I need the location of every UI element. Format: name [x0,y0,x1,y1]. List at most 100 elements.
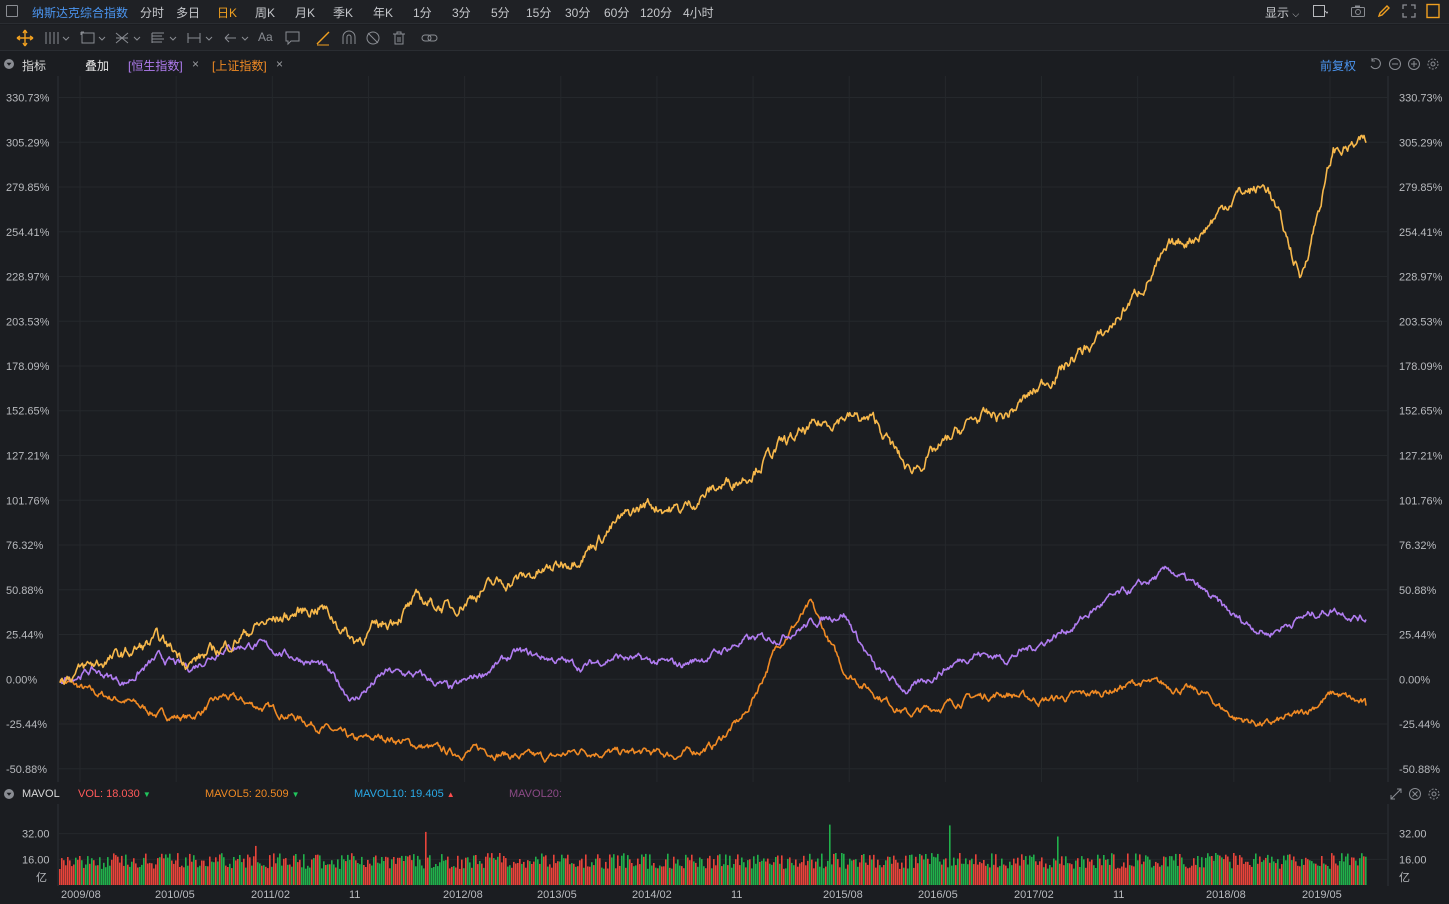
trend-line-icon[interactable] [114,29,144,47]
volume-bar [573,863,575,885]
volume-bar [887,856,889,885]
price-chart[interactable]: 330.73% 330.73% 305.29% 305.29% 279.85% 279.8… [0,76,1449,782]
close-panel-icon[interactable] [1408,787,1422,801]
volume-bar [483,867,485,885]
volume-bar [795,859,797,885]
layout-square-icon[interactable] [1312,3,1328,19]
rectangle-select-icon[interactable] [80,29,108,47]
volume-bar [1325,864,1327,885]
hide-drawings-icon[interactable] [364,29,382,47]
zoom-out-icon[interactable] [1388,57,1402,71]
volume-bar [1119,868,1121,885]
volume-chart[interactable]: 32.00 32.00 16.00 16.00 亿 亿 [0,804,1449,886]
volume-bar [953,857,955,885]
period-tab-9[interactable]: 5分 [491,6,510,20]
draw-pencil-icon[interactable] [314,29,332,47]
volume-bar [1081,856,1083,885]
period-tab-0[interactable]: 分时 [140,6,165,20]
period-tab-2[interactable]: 日K [217,6,238,20]
volume-bar [525,867,527,885]
link-icon[interactable] [420,29,440,47]
volume-bar [1157,863,1159,885]
period-tab-10[interactable]: 15分 [526,6,552,20]
instrument-title[interactable]: 纳斯达克综合指数 [32,6,129,20]
volume-bar [295,854,297,885]
collapse-icon[interactable] [4,59,14,69]
volume-bar [477,864,479,885]
period-tab-4[interactable]: 月K [295,6,316,20]
volume-bar [1295,861,1297,885]
volume-bar [371,865,373,885]
period-tab-3[interactable]: 周K [255,6,276,20]
volume-bar [1137,860,1139,885]
volume-bar [549,864,551,885]
volume-bar [1355,860,1357,885]
remove-shanghai-icon[interactable]: × [276,57,284,71]
volume-title[interactable]: MAVOL [22,788,60,800]
window-square-icon[interactable] [6,5,18,17]
volume-bar [443,860,445,885]
adjust-mode-button[interactable]: 前复权 [1320,59,1357,73]
measure-icon[interactable] [186,29,216,47]
period-tab-7[interactable]: 1分 [413,6,432,20]
overlay-hang-seng[interactable]: [恒生指数] [128,59,183,73]
undo-icon[interactable] [1368,57,1382,71]
volume-bar [547,866,549,885]
indicator-label[interactable]: 指标 [22,59,47,73]
volume-bar [587,866,589,885]
remove-hang-seng-icon[interactable]: × [192,57,200,71]
settings-gear-icon[interactable] [1426,57,1440,71]
vertical-lines-icon[interactable] [44,29,72,47]
vol-unit-right: 亿 [1399,871,1410,884]
volume-bar [1067,863,1069,885]
volume-bar [803,855,805,885]
volume-bar [787,858,789,885]
volume-bar [1255,853,1257,885]
comment-icon[interactable] [284,29,302,47]
volume-bar [857,866,859,885]
period-tab-5[interactable]: 季K [333,6,354,20]
period-tab-6[interactable]: 年K [373,6,394,20]
panel-toggle-icon[interactable] [1425,3,1441,19]
volume-bar [1167,866,1169,885]
volume-bar [131,861,133,885]
display-menu[interactable]: 显示 ⌵ [1265,6,1300,20]
move-cross-icon[interactable] [16,29,34,47]
period-tab-12[interactable]: 60分 [604,6,630,20]
volume-bar [691,854,693,885]
volume-bar [959,853,961,885]
zoom-in-icon[interactable] [1407,57,1421,71]
camera-icon[interactable] [1350,3,1366,19]
volume-bar [1097,854,1099,885]
overlay-shanghai[interactable]: [上证指数] [212,59,267,73]
pen-icon[interactable] [1376,3,1392,19]
period-tab-1[interactable]: 多日 [176,6,201,20]
volume-bar [1313,863,1315,885]
volume-bar [1059,863,1061,885]
overlay-button[interactable]: 叠加 [85,59,110,73]
arrow-left-icon[interactable] [222,29,252,47]
magnet-icon[interactable] [340,29,358,47]
expand-icon[interactable] [1389,787,1403,801]
volume-bar [189,853,191,885]
volume-bar [1115,868,1117,885]
fullscreen-icon[interactable] [1401,3,1417,19]
volume-bar [871,859,873,885]
volume-bar [81,860,83,885]
period-tab-8[interactable]: 3分 [452,6,471,20]
period-tab-11[interactable]: 30分 [565,6,591,20]
fibonacci-icon[interactable] [150,29,180,47]
volume-settings-icon[interactable] [1427,787,1441,801]
period-tab-13[interactable]: 120分 [640,6,673,20]
period-tab-14[interactable]: 4小时 [683,6,714,20]
volume-bar [1007,868,1009,885]
volume-bar [93,860,95,885]
trash-icon[interactable] [390,29,408,47]
volume-bar [613,854,615,885]
volume-collapse-icon[interactable] [4,789,14,799]
volume-bar [299,859,301,885]
volume-bar [663,866,665,885]
volume-bar [611,857,613,885]
text-tool-icon[interactable]: Aa [258,30,273,44]
volume-bar [707,858,709,885]
